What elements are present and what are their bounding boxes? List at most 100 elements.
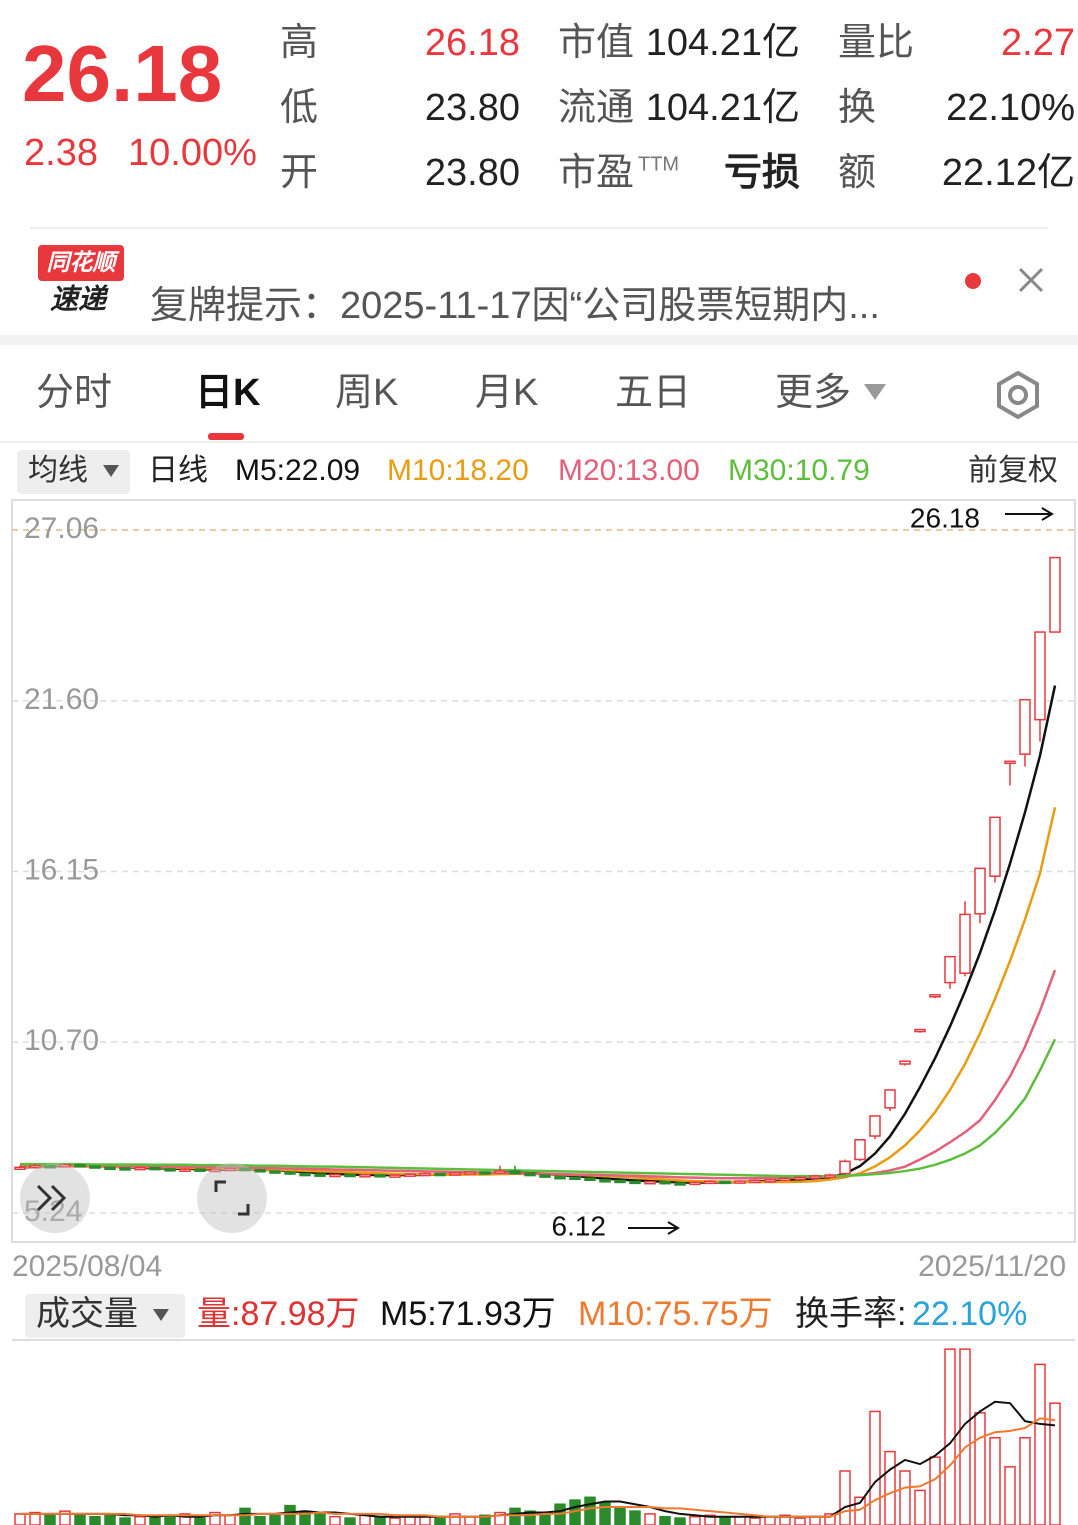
ma-legend: M5:22.09 [235, 454, 360, 487]
candle-body [224, 1167, 236, 1172]
candle-body [944, 955, 956, 984]
stat-value: 22.12亿 [942, 152, 1075, 194]
volume-bar [164, 1515, 176, 1525]
candle-body [254, 1169, 266, 1173]
candle-body [599, 1179, 611, 1183]
stat-label: 流通 [558, 87, 634, 129]
volume-bar [44, 1514, 56, 1525]
candle-body [59, 1164, 71, 1168]
candle-body [344, 1173, 356, 1178]
candle-body [959, 913, 971, 974]
volume-bar [119, 1517, 131, 1525]
volume-menu-label[interactable]: 成交量 [36, 1295, 138, 1333]
candle-body [629, 1180, 641, 1185]
expand-button[interactable] [197, 1163, 267, 1233]
candle-body [989, 816, 1001, 877]
candle-body [884, 1089, 896, 1109]
volume-bar [599, 1502, 611, 1525]
volume-bar [419, 1515, 431, 1525]
candle-body [554, 1175, 566, 1180]
x-end-label: 2025/11/20 [918, 1250, 1066, 1283]
candle-body [584, 1177, 596, 1182]
candle-body [689, 1181, 701, 1186]
candle-body [509, 1170, 521, 1175]
candle-body [464, 1171, 476, 1175]
stat-label: 高 [280, 22, 318, 64]
volume-bar [314, 1513, 326, 1525]
candle-body [374, 1174, 386, 1178]
candle-body [164, 1168, 176, 1172]
ma-line [20, 969, 1057, 1180]
volume-bar [884, 1450, 896, 1525]
annotation-arrow [628, 1221, 680, 1235]
candle-body [299, 1172, 311, 1177]
price-change-pct: 10.00% [128, 132, 257, 174]
volume-bar [449, 1513, 461, 1525]
stat-label: 开 [280, 152, 318, 194]
tab[interactable]: 日K [195, 372, 261, 414]
indicator-menu-label[interactable]: 均线 [28, 454, 88, 487]
candle-body [719, 1180, 731, 1185]
volume-bar [779, 1514, 791, 1525]
candle-body [404, 1173, 416, 1177]
volume-ma-line [20, 1417, 1056, 1518]
ma-legend: M30:10.79 [728, 454, 870, 487]
tab[interactable]: 五日 [615, 372, 691, 414]
min-annotation: 6.12 [552, 1210, 607, 1241]
volume-bar [644, 1513, 656, 1525]
max-annotation: 26.18 [910, 502, 980, 533]
logo-top: 同花顺 [47, 249, 121, 275]
volume-bar [824, 1513, 836, 1525]
volume-bar [914, 1489, 926, 1525]
candle-body [194, 1168, 206, 1172]
stat-value: 22.10% [946, 87, 1075, 129]
volume-bar [464, 1515, 476, 1525]
scroll-button[interactable] [20, 1163, 90, 1233]
tab-indicator [208, 433, 244, 440]
volume-ma-line [20, 1400, 1056, 1518]
candle-body [839, 1160, 851, 1175]
y-tick-label: 27.06 [24, 512, 99, 545]
candle-body [179, 1168, 191, 1172]
stat-value: 104.21亿 [646, 87, 800, 129]
adjust-label[interactable]: 前复权 [968, 454, 1058, 487]
candle-body [209, 1168, 221, 1173]
volume-bar [1004, 1466, 1016, 1525]
candle-body [329, 1173, 341, 1178]
candle-body [809, 1175, 821, 1179]
tab[interactable]: 更多 [775, 372, 851, 414]
stat-label: 市盈 [558, 152, 634, 194]
settings-icon[interactable] [997, 370, 1039, 420]
candle-body [974, 867, 986, 915]
stat-label: 换 [838, 87, 876, 129]
logo-badge [38, 245, 124, 281]
candle-body [539, 1174, 551, 1178]
candle-body [779, 1177, 791, 1182]
candle-body [1004, 760, 1016, 765]
volume-bar [344, 1517, 356, 1525]
volume-menu[interactable] [25, 1294, 185, 1338]
tab[interactable]: 周K [335, 372, 398, 414]
volume-bar [689, 1515, 701, 1525]
tab[interactable]: 分时 [36, 372, 112, 414]
close-button[interactable] [1018, 267, 1044, 293]
candle-body [239, 1167, 251, 1172]
candle-body [674, 1182, 686, 1186]
y-tick-label: 21.60 [24, 683, 99, 716]
candle-body [734, 1180, 746, 1184]
tab[interactable]: 月K [475, 372, 538, 414]
stat-label: 额 [838, 152, 876, 194]
volume-bar [839, 1470, 851, 1525]
volume-bar [794, 1517, 806, 1525]
volume-bar [254, 1515, 266, 1525]
volume-bar [929, 1456, 941, 1525]
indicator-menu[interactable] [17, 450, 130, 494]
candle-body [434, 1172, 446, 1177]
volume-bar [269, 1514, 281, 1525]
ma-legend: M20:13.00 [558, 454, 700, 487]
candle-body [1019, 698, 1031, 755]
volume-bar [374, 1515, 386, 1525]
volume-bar [749, 1517, 761, 1525]
stat-value: 23.80 [425, 87, 520, 129]
